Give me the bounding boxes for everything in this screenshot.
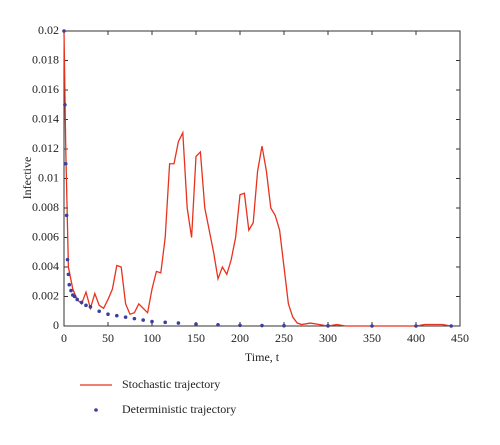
y-tick-label: 0.014 — [32, 111, 59, 125]
x-tick-label: 450 — [451, 331, 469, 345]
y-tick-label: 0.008 — [32, 200, 59, 214]
data-point — [238, 323, 242, 328]
data-point — [123, 315, 128, 319]
y-tick-label: 0.012 — [32, 141, 59, 155]
x-tick-label: 250 — [275, 331, 293, 345]
data-point — [88, 305, 93, 309]
y-tick-label: 0.004 — [32, 259, 59, 273]
data-point — [64, 213, 69, 218]
data-point — [176, 321, 181, 325]
x-tick-label: 200 — [231, 331, 249, 345]
y-tick-label: 0.02 — [38, 23, 59, 37]
data-point — [63, 161, 68, 166]
data-point — [62, 29, 66, 33]
x-tick-label: 0 — [61, 331, 67, 345]
legend-label: Stochastic trajectory — [122, 377, 220, 391]
x-tick-label: 350 — [363, 331, 381, 345]
y-tick-label: 0.002 — [32, 288, 59, 302]
data-point — [67, 282, 72, 287]
data-point — [63, 102, 67, 107]
data-point — [66, 272, 71, 277]
data-point — [150, 319, 154, 324]
x-tick-label: 50 — [102, 331, 114, 345]
data-point — [65, 257, 70, 262]
x-tick-label: 150 — [187, 331, 205, 345]
data-point — [282, 323, 286, 328]
data-point — [79, 300, 84, 305]
data-point — [141, 318, 145, 322]
y-tick-label: 0.01 — [38, 170, 59, 184]
y-tick-label: 0.006 — [32, 229, 59, 243]
data-point — [216, 323, 220, 327]
x-tick-label: 300 — [319, 331, 337, 345]
y-tick-label: 0.018 — [32, 52, 59, 66]
series-line — [63, 30, 452, 327]
data-point — [370, 324, 374, 328]
x-tick-label: 400 — [407, 331, 425, 345]
data-point — [84, 303, 88, 308]
data-point — [132, 316, 137, 321]
y-tick-label: 0.016 — [32, 82, 59, 96]
data-point — [72, 294, 77, 299]
data-point — [326, 324, 330, 328]
data-point — [97, 309, 101, 314]
y-tick-label: 0 — [53, 318, 59, 332]
legend-swatch — [94, 408, 98, 412]
data-point — [75, 297, 79, 302]
y-axis-label: Infective — [20, 157, 34, 200]
data-point — [449, 324, 454, 328]
data-point — [69, 288, 73, 293]
data-point — [414, 324, 418, 328]
legend-label: Deterministic trajectory — [122, 402, 236, 416]
data-point — [194, 322, 198, 327]
data-point — [106, 312, 110, 317]
x-axis-label: Time, t — [245, 350, 280, 364]
x-tick-label: 100 — [143, 331, 161, 345]
data-point — [163, 320, 167, 325]
data-point — [260, 323, 264, 328]
data-point — [115, 313, 119, 318]
